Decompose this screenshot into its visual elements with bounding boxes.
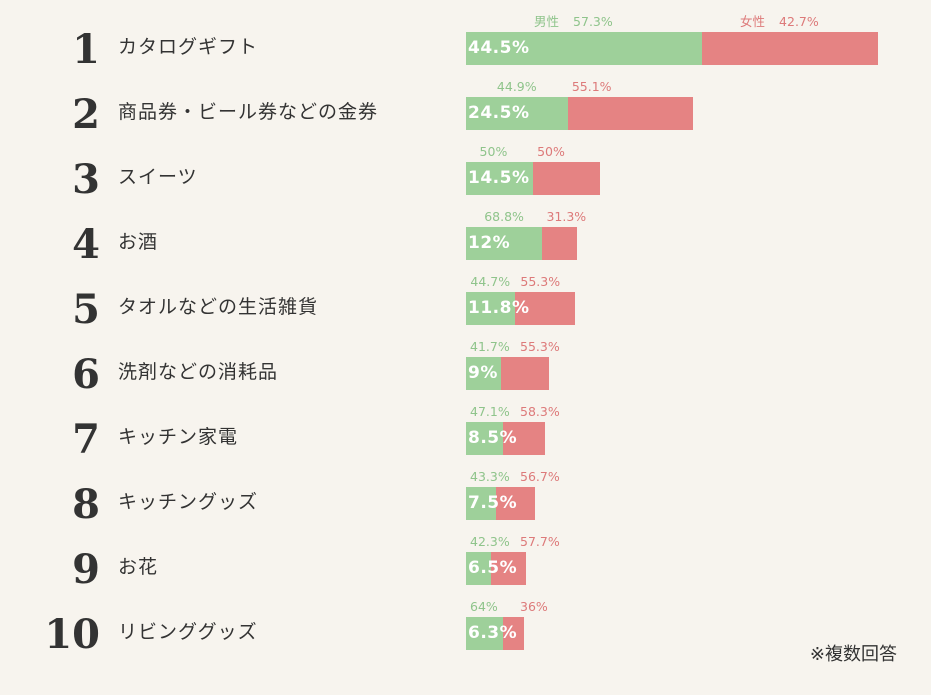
female-share-label: 50%: [537, 143, 565, 159]
bar-value-label: 7.5%: [468, 493, 518, 513]
rank-number: 1: [72, 26, 100, 73]
female-share-label: 31.3%: [546, 208, 587, 224]
male-share-label: 男性 57.3%: [534, 13, 613, 29]
female-share-label: 56.7%: [520, 468, 560, 484]
category-label: スイーツ: [118, 166, 198, 188]
rank-number: 2: [72, 91, 100, 138]
bar-segment-male: [466, 551, 492, 585]
bar-value-label: 14.5%: [468, 168, 530, 188]
female-share-label: 58.3%: [520, 403, 560, 419]
male-share-label: 68.8%: [484, 208, 524, 224]
male-share-label: 42.3%: [470, 533, 510, 549]
bar-segment-male: [466, 616, 504, 650]
bar-value-label: 6.3%: [468, 623, 518, 643]
bar-segment-male: [466, 356, 501, 390]
bar-value-label: 44.5%: [468, 38, 530, 58]
bar-value-label: 12%: [468, 233, 511, 253]
bar-segment-female: [702, 31, 878, 65]
bar-segment-male: [466, 96, 568, 130]
bar-segment-female: [496, 486, 536, 520]
female-share-label: 36%: [520, 598, 548, 614]
bar-value-label: 8.5%: [468, 428, 518, 448]
rank-number: 7: [72, 416, 100, 463]
rank-number: 6: [72, 351, 100, 398]
male-share-label: 64%: [470, 598, 498, 614]
category-label: リビンググッズ: [118, 621, 258, 643]
bar-value-label: 6.5%: [468, 558, 518, 578]
rank-number: 4: [72, 221, 100, 268]
female-share-label: 57.7%: [520, 533, 560, 549]
bar-value-label: 24.5%: [468, 103, 530, 123]
male-share-label: 44.7%: [470, 273, 511, 289]
bar-segment-male: [466, 421, 504, 455]
rank-number: 10: [44, 611, 100, 658]
rank-number: 5: [72, 286, 100, 333]
male-share-label: 41.7%: [470, 338, 510, 354]
footnote: ※複数回答: [809, 644, 897, 665]
bar-segment-female: [533, 161, 601, 195]
category-label: カタログギフト: [118, 36, 259, 58]
category-label: キッチン家電: [118, 426, 239, 448]
bar-segment-male: [466, 486, 497, 520]
male-share-label: 50%: [479, 143, 508, 159]
category-label: お花: [118, 556, 159, 578]
bar-segment-male: [466, 291, 515, 325]
category-label: タオルなどの生活雑貨: [118, 296, 319, 318]
rank-number: 8: [72, 481, 100, 528]
bar-segment-female: [567, 96, 693, 130]
bar-segment-male: [466, 226, 543, 260]
bar-segment-male: [466, 31, 703, 65]
category-label: キッチングッズ: [118, 491, 259, 513]
bar-segment-female: [514, 291, 576, 325]
category-label: 洗剤などの消耗品: [118, 361, 279, 383]
legend-male: 男性: [534, 13, 560, 29]
category-label: お酒: [118, 231, 159, 253]
bar-segment-female: [503, 616, 525, 650]
bar-segment-female: [542, 226, 578, 260]
female-share-label: 55.1%: [571, 78, 612, 94]
female-share-label: 55.3%: [520, 273, 561, 289]
male-share-label: 47.1%: [470, 403, 510, 419]
male-share-label: 43.3%: [470, 468, 510, 484]
bar-segment-female: [503, 421, 545, 455]
female-share-label: 55.3%: [520, 338, 560, 354]
bar-segment-female: [491, 551, 527, 585]
female-share-label: 女性 42.7%: [740, 13, 819, 29]
bar-value-label: 11.8%: [468, 298, 530, 318]
legend-female: 女性: [740, 13, 766, 29]
male-share-label: 44.9%: [496, 78, 537, 94]
rank-number: 3: [72, 156, 100, 203]
bar-value-label: 9%: [468, 363, 498, 383]
category-label: 商品券・ビール券などの金券: [118, 101, 379, 123]
bar-segment-female: [500, 356, 550, 390]
rank-number: 9: [72, 546, 100, 593]
bar-segment-male: [466, 161, 534, 195]
